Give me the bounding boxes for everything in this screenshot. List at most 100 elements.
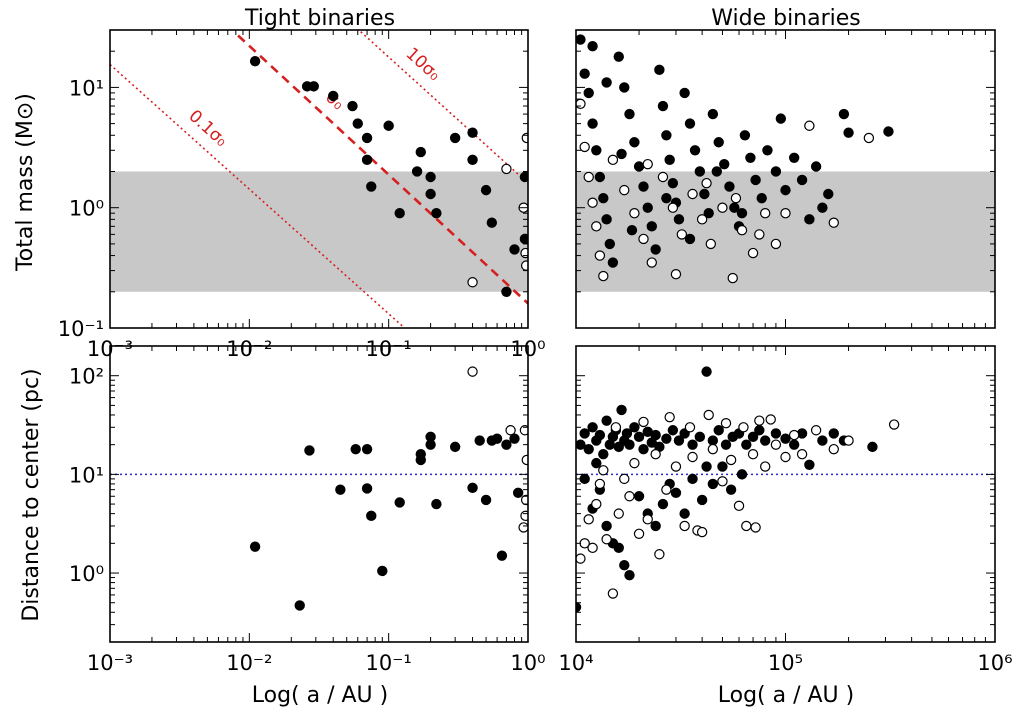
y-tick-label: 10⁰ [69, 197, 104, 221]
data-point-open [598, 465, 609, 476]
x-tick-label: 10⁰ [510, 651, 545, 675]
data-point-filled [756, 192, 767, 204]
data-point-filled [717, 461, 728, 472]
data-point-open [701, 177, 712, 189]
data-point-filled [249, 541, 261, 552]
data-point-filled [724, 181, 735, 192]
data-point-filled [616, 404, 627, 416]
data-point-open [738, 422, 749, 433]
data-point-open [576, 98, 586, 110]
data-point-filled [703, 208, 714, 219]
data-point-open [707, 443, 719, 455]
data-point-filled [770, 166, 782, 177]
data-point-filled [646, 221, 657, 232]
data-point-filled [350, 443, 361, 455]
data-point-filled [613, 51, 624, 62]
data-point-filled [604, 238, 616, 250]
data-point-open [888, 419, 900, 430]
data-point-filled [591, 457, 602, 469]
data-point-open [684, 422, 696, 433]
data-point-filled [788, 152, 800, 163]
data-point-open [624, 491, 635, 502]
data-point-filled [501, 286, 512, 297]
data-point-open [576, 553, 586, 564]
data-point-open [780, 451, 791, 463]
data-point-filled [491, 433, 503, 444]
data-point-filled [621, 428, 633, 439]
data-point-filled [598, 192, 609, 204]
data-point-open [579, 141, 590, 153]
data-point-filled [591, 145, 602, 156]
data-point-filled [587, 422, 598, 433]
data-point-filled [304, 445, 315, 456]
data-point-open [520, 260, 528, 271]
data-point-filled [467, 154, 478, 166]
data-point-open [770, 238, 782, 250]
xlabel-tight: Log( a / AU ) [252, 683, 388, 708]
data-point-filled [759, 435, 771, 446]
data-point-open [696, 214, 708, 225]
data-point-filled [619, 82, 630, 93]
data-point-open [810, 425, 822, 436]
data-point-filled [650, 429, 661, 441]
data-point-filled [667, 425, 679, 436]
data-point-open [521, 132, 528, 144]
data-point-filled [638, 443, 649, 455]
data-point-filled [796, 174, 808, 186]
data-point-open [747, 449, 759, 460]
x-tick-label: 10⁻² [226, 651, 272, 675]
data-point-filled [486, 217, 498, 228]
data-point-open [642, 514, 653, 525]
data-point-filled [720, 439, 732, 450]
data-point-open [661, 484, 672, 495]
x-tick-label: 10⁴ [558, 651, 593, 675]
data-point-filled [579, 428, 590, 439]
data-point-filled [594, 171, 606, 183]
data-point-filled [750, 174, 761, 186]
data-point-filled [701, 461, 712, 472]
data-point-open [747, 247, 759, 259]
panel-2 [575, 29, 996, 329]
x-tick-label: 10⁵ [768, 651, 803, 675]
data-point-open [518, 522, 528, 533]
data-point-filled [713, 137, 724, 148]
data-point-filled [754, 425, 765, 436]
data-point-open [667, 202, 679, 213]
data-point-filled [619, 560, 630, 571]
data-point-open [780, 208, 791, 219]
data-point-filled [650, 520, 661, 532]
data-point-open [591, 498, 602, 510]
data-point-filled [394, 208, 405, 219]
panel-frame [109, 345, 529, 643]
data-point-filled [425, 431, 436, 443]
data-point-filled [664, 154, 675, 166]
data-point-filled [601, 415, 612, 426]
data-point-filled [770, 428, 782, 439]
y-tick-label: 10¹ [69, 76, 104, 100]
data-point-open [676, 229, 688, 240]
data-point-open [741, 520, 752, 532]
data-point-filled [661, 130, 672, 141]
data-point-filled [780, 184, 791, 196]
data-point-filled [394, 497, 405, 508]
data-point-filled [613, 542, 624, 554]
data-point-open [679, 520, 690, 532]
data-point-filled [361, 443, 373, 455]
data-point-filled [762, 145, 773, 156]
data-point-filled [775, 113, 787, 124]
data-point-filled [480, 184, 492, 196]
data-point-open [646, 257, 657, 268]
data-point-open [727, 272, 738, 284]
data-point-filled [810, 161, 822, 172]
data-point-filled [480, 494, 492, 506]
data-point-filled [725, 484, 737, 495]
title-wide-binaries: Wide binaries [711, 6, 861, 31]
data-point-open [638, 233, 649, 245]
data-point-filled [883, 126, 894, 137]
data-point-filled [576, 34, 586, 45]
data-point-filled [579, 473, 590, 485]
data-point-open [733, 500, 745, 512]
data-point-filled [823, 188, 834, 200]
data-point-open [725, 454, 737, 466]
